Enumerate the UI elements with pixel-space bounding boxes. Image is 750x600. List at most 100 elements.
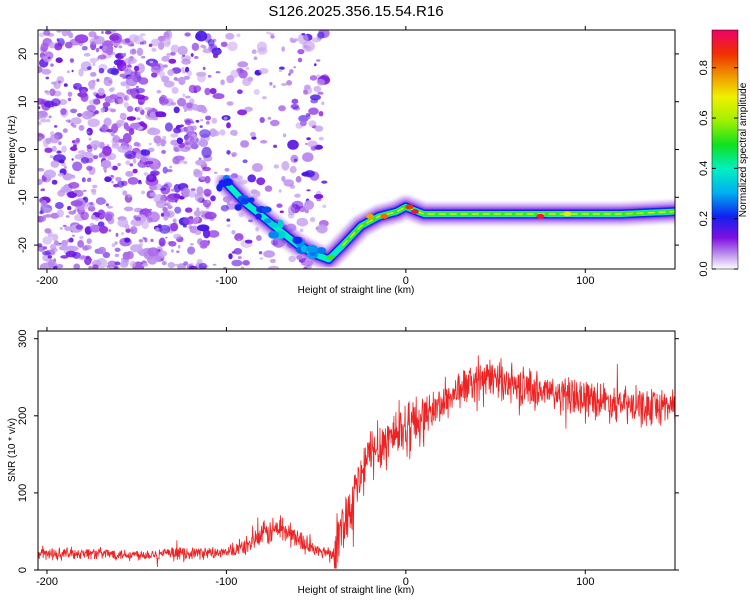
spectrogram-noise-blob xyxy=(313,194,324,199)
ridge-blob xyxy=(222,178,233,186)
spectrogram-noise-blob xyxy=(207,240,210,243)
spectrogram-noise-blob xyxy=(211,47,222,56)
spectrogram-noise-blob xyxy=(86,202,96,208)
spectrogram-noise-blob xyxy=(159,71,165,79)
spectrogram-noise-blob xyxy=(63,83,68,87)
spectrogram-noise-blob xyxy=(170,133,179,138)
spectrogram-noise-blob xyxy=(223,116,228,120)
colorbar-gradient xyxy=(712,30,738,269)
spectrogram-noise xyxy=(38,30,331,269)
spectrogram-noise-blob xyxy=(56,30,62,33)
spectrogram-noise-blob xyxy=(161,149,167,154)
spectrogram-noise-blob xyxy=(163,36,171,48)
spectrogram-noise-blob xyxy=(113,183,120,188)
spectrogram-noise-blob xyxy=(287,139,299,150)
spectrogram-noise-blob xyxy=(145,161,154,165)
spectrogram-noise-blob xyxy=(297,49,305,55)
spectrogram-noise-blob xyxy=(188,190,197,198)
spectrogram-noise-blob xyxy=(126,64,132,68)
spectrogram-noise-blob xyxy=(61,145,67,153)
snr-background xyxy=(38,331,675,570)
spectrogram-noise-blob xyxy=(56,264,64,269)
spectrogram-noise-blob xyxy=(125,160,131,166)
spectrogram-noise-blob xyxy=(124,150,137,160)
spectrogram-noise-blob xyxy=(233,133,237,137)
spectrogram-noise-blob xyxy=(120,258,130,266)
spectrogram-noise-blob xyxy=(258,68,269,74)
spectrogram-noise-blob xyxy=(316,74,321,78)
spectrogram-noise-blob xyxy=(177,97,186,107)
spectrogram-noise-blob xyxy=(317,91,324,95)
spectrogram-noise-blob xyxy=(313,85,322,92)
spectrogram-noise-blob xyxy=(273,144,278,148)
spectrogram-noise-blob xyxy=(256,235,262,241)
spectrogram-noise-blob xyxy=(194,192,204,203)
spectrogram-noise-blob xyxy=(50,131,54,137)
spectrogram-noise-blob xyxy=(253,89,260,95)
spectrogram-noise-blob xyxy=(51,179,58,185)
spectrogram-noise-blob xyxy=(190,188,196,192)
spectrogram-noise-blob xyxy=(297,33,309,45)
spectrogram-noise-blob xyxy=(117,162,121,167)
spectrogram-noise-blob xyxy=(132,168,138,174)
ridge-blob xyxy=(277,219,284,229)
spectrogram-noise-blob xyxy=(262,96,267,100)
spectrogram-noise-blob xyxy=(51,145,57,152)
spectrogram-noise-blob xyxy=(64,165,67,169)
spectrogram-noise-blob xyxy=(210,195,216,202)
spectrogram-noise-blob xyxy=(124,57,137,64)
spectrogram-noise-blob xyxy=(293,158,298,162)
spectrogram-noise-blob xyxy=(198,139,209,147)
spectrogram-noise-blob xyxy=(183,160,188,165)
spectrogram-noise-blob xyxy=(134,71,138,75)
spectrogram-noise-blob xyxy=(204,175,211,184)
spectrogram-noise-blob xyxy=(200,210,205,214)
spectrogram-noise-blob xyxy=(173,106,180,114)
spectrogram-noise-blob xyxy=(316,78,325,86)
spectrogram-noise-blob xyxy=(72,161,83,172)
spectrogram-noise-blob xyxy=(42,246,48,250)
spectrogram-noise-blob xyxy=(195,71,207,77)
spectrogram-noise-blob xyxy=(238,69,248,79)
spectrogram-noise-blob xyxy=(203,188,212,197)
spectrogram-noise-blob xyxy=(102,199,107,204)
spectrogram-noise-blob xyxy=(44,228,52,234)
spectrogram-x-label: Height of straight line (km) xyxy=(298,285,415,296)
spectrogram-noise-blob xyxy=(220,41,228,47)
spectrogram-noise-blob xyxy=(103,211,115,219)
spectrogram-noise-blob xyxy=(78,125,85,131)
spectrogram-noise-blob xyxy=(67,97,72,102)
spectrogram-noise-blob xyxy=(185,95,191,99)
spectrogram-noise-blob xyxy=(149,215,152,219)
spectrogram-noise-blob xyxy=(153,136,158,139)
spectrogram-noise-blob xyxy=(39,111,49,119)
spectrogram-noise-blob xyxy=(111,165,118,171)
spectrogram-noise-blob xyxy=(189,243,194,246)
snr-x-tick-label: -200 xyxy=(36,576,58,588)
spectrogram-noise-blob xyxy=(77,150,86,155)
spectrogram-noise-blob xyxy=(200,214,205,218)
spectrogram-noise-blob xyxy=(257,47,268,55)
spectrogram-noise-blob xyxy=(253,56,258,60)
spectrogram-noise-blob xyxy=(47,56,51,59)
spectrogram-noise-blob xyxy=(207,39,215,47)
ridge-hot-spot xyxy=(380,213,389,219)
spectrogram-noise-blob xyxy=(102,102,111,107)
spectrogram-noise-blob xyxy=(174,263,179,267)
spectrogram-noise-blob xyxy=(147,211,160,223)
spectrogram-noise-blob xyxy=(50,243,57,251)
spectrogram-noise-blob xyxy=(129,260,137,268)
spectrogram-noise-blob xyxy=(240,140,250,148)
spectrogram-noise-blob xyxy=(83,52,91,57)
spectrogram-noise-blob xyxy=(179,124,184,128)
spectrogram-noise-blob xyxy=(244,106,253,112)
spectrogram-noise-blob xyxy=(92,184,98,189)
spectrogram-noise-blob xyxy=(270,34,275,39)
spectrogram-noise-blob xyxy=(176,137,184,144)
spectrogram-noise-blob xyxy=(304,170,315,178)
spectrogram-noise-blob xyxy=(99,225,109,234)
ridge-hot-spot xyxy=(366,213,374,219)
spectrogram-noise-blob xyxy=(48,41,56,49)
spectrogram-noise-blob xyxy=(198,262,207,269)
spectrogram-noise-blob xyxy=(215,71,221,74)
